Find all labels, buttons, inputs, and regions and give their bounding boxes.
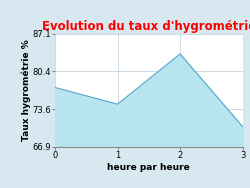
Title: Evolution du taux d'hygrométrie: Evolution du taux d'hygrométrie — [42, 20, 250, 33]
X-axis label: heure par heure: heure par heure — [108, 163, 190, 172]
Y-axis label: Taux hygrométrie %: Taux hygrométrie % — [21, 39, 31, 141]
